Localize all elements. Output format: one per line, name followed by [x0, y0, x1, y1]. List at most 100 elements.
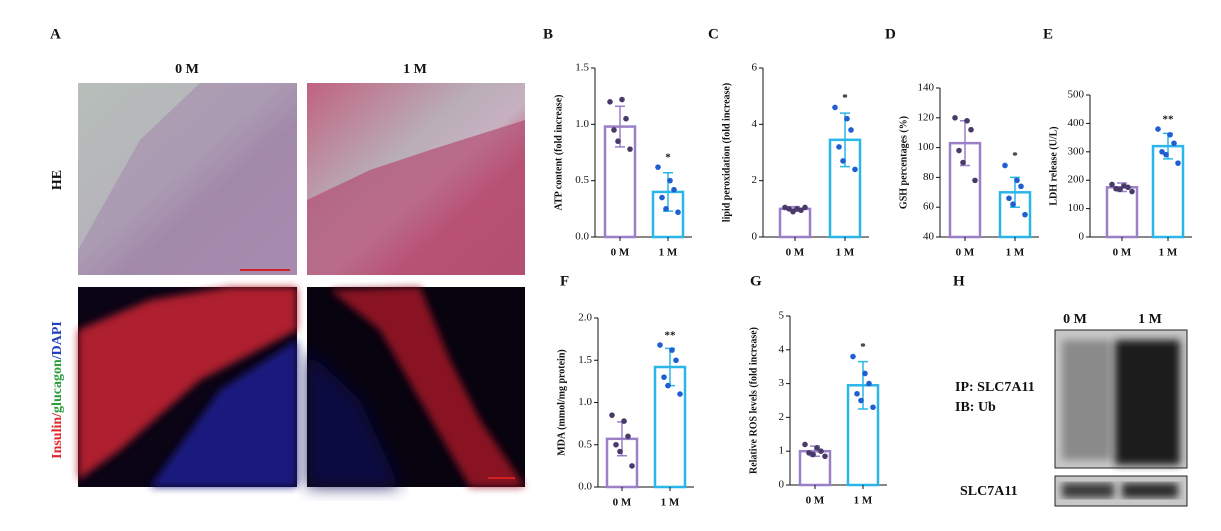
y-tick-label: 100	[1068, 202, 1085, 214]
data-point	[786, 206, 792, 212]
data-point	[1159, 149, 1165, 155]
data-point	[1175, 160, 1181, 166]
y-tick-label: 0.0	[578, 481, 592, 493]
x-tick-label: 0 M	[956, 247, 975, 259]
x-tick-label: 1 M	[854, 495, 873, 507]
y-tick-label: 1.0	[575, 118, 589, 130]
y-tick-label: 4	[752, 118, 758, 130]
y-tick-label: 0.5	[575, 174, 589, 186]
y-tick-label: 0	[752, 231, 758, 243]
y-axis-label: MDA (mmol/mg protein)	[556, 349, 567, 455]
data-point	[968, 126, 974, 133]
data-point	[667, 177, 673, 184]
blot-label: IB: Ub	[955, 400, 996, 415]
y-tick-label: 0.5	[578, 438, 592, 450]
data-point	[659, 194, 665, 201]
y-tick-label: 100	[918, 141, 935, 153]
data-point	[619, 96, 625, 103]
x-tick-label: 1 M	[1006, 247, 1025, 259]
column-label: 0 M	[1063, 312, 1087, 327]
data-point	[1129, 188, 1135, 195]
data-point	[854, 390, 860, 397]
y-tick-label: 1	[779, 445, 785, 457]
y-tick-label: 80	[923, 171, 935, 183]
y-axis-label: ATP content (fold increase)	[553, 94, 564, 210]
y-tick-label: 40	[923, 231, 935, 243]
blot-label: SLC7A11	[960, 484, 1018, 499]
significance: *	[860, 341, 866, 353]
data-point	[832, 104, 838, 111]
stain-label: Insulin/	[50, 412, 65, 459]
data-point	[669, 347, 675, 353]
column-label: 0 M	[175, 62, 199, 77]
data-point	[972, 177, 978, 184]
data-point	[1002, 162, 1008, 169]
data-point	[802, 441, 808, 448]
panel-label: A	[50, 26, 61, 42]
y-axis-label: LDH release (U/L)	[1048, 126, 1059, 205]
data-point	[627, 146, 633, 152]
y-tick-label: 140	[918, 82, 935, 94]
data-point	[956, 147, 962, 154]
column-label: 1 M	[1138, 312, 1162, 327]
data-point	[1109, 181, 1115, 188]
significance: *	[842, 92, 848, 104]
x-tick-label: 1 M	[659, 247, 678, 259]
y-tick-label: 400	[1068, 117, 1085, 129]
data-point	[818, 448, 824, 455]
panel-label: G	[750, 273, 762, 289]
data-point	[862, 370, 868, 377]
y-tick-label: 4	[779, 343, 785, 355]
data-point	[677, 391, 683, 397]
data-point	[870, 404, 876, 411]
data-point	[1167, 131, 1173, 138]
panel-label: B	[543, 26, 553, 42]
data-point	[960, 159, 966, 166]
data-point	[615, 138, 621, 145]
x-tick-label: 0 M	[611, 247, 630, 259]
data-point	[798, 207, 804, 214]
stain-label: glucagon	[50, 359, 65, 413]
bar	[1105, 186, 1139, 239]
column-label: 1 M	[403, 62, 427, 77]
y-tick-label: 0.0	[575, 231, 589, 243]
data-point	[1171, 140, 1177, 147]
y-tick-label: 0	[1079, 231, 1085, 243]
data-point	[655, 164, 661, 170]
data-point	[613, 441, 619, 448]
y-tick-label: 2	[752, 174, 758, 186]
row-label: HE	[50, 170, 65, 190]
data-point	[611, 127, 617, 133]
x-tick-label: 0 M	[1113, 247, 1132, 259]
y-tick-label: 2.0	[578, 312, 592, 324]
y-tick-label: 0	[779, 479, 785, 491]
y-tick-label: 120	[918, 111, 935, 123]
data-point	[1006, 195, 1012, 202]
row-label: Insulin/glucagon/DAPI	[50, 321, 65, 459]
y-tick-label: 2	[779, 411, 785, 423]
data-point	[1014, 177, 1020, 184]
data-point	[1163, 151, 1169, 158]
data-point	[1117, 186, 1123, 193]
panel-label: H	[953, 273, 965, 289]
x-tick-label: 0 M	[786, 247, 805, 259]
data-point	[625, 433, 631, 440]
data-point	[617, 448, 623, 455]
data-point	[663, 206, 669, 212]
data-point	[852, 166, 858, 173]
data-point	[858, 397, 864, 404]
x-tick-label: 0 M	[613, 497, 632, 509]
y-tick-label: 1.5	[578, 354, 592, 366]
y-axis-label: Relative ROS levels (fold increase)	[748, 327, 759, 474]
data-point	[1125, 184, 1131, 191]
data-point	[629, 463, 635, 469]
data-point	[671, 186, 677, 193]
y-tick-label: 200	[1068, 174, 1085, 186]
panel-label: E	[1043, 26, 1053, 42]
data-point	[1018, 183, 1024, 190]
data-point	[844, 115, 850, 122]
data-point	[623, 115, 629, 122]
micrograph	[78, 83, 525, 487]
data-point	[673, 357, 679, 364]
